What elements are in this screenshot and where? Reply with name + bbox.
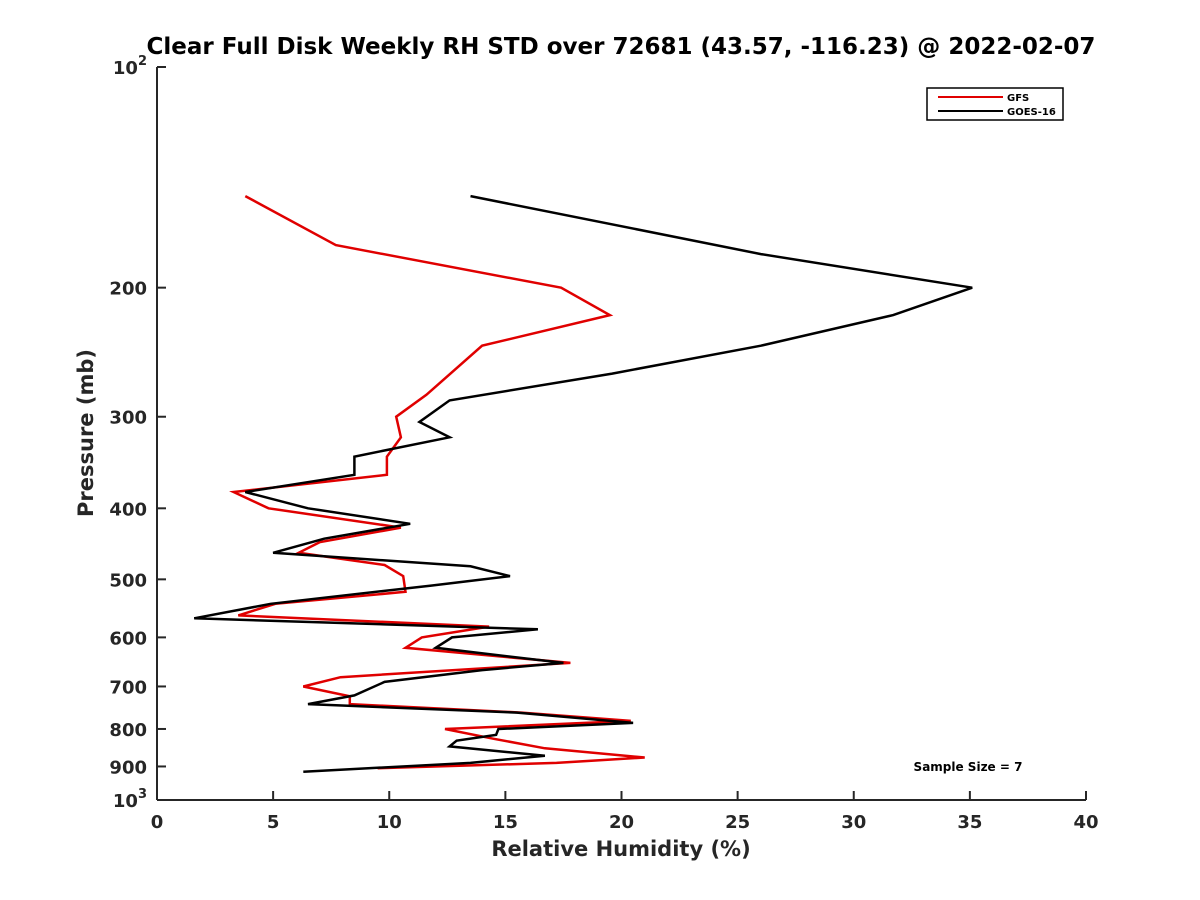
y-tick-label: 102 [113,54,147,79]
series-line-gfs [229,195,645,770]
legend-label-gfs: GFS [1007,93,1029,104]
y-ticks: 102 200 300 400 500 600 700 800 900 103 [109,54,166,812]
legend-label-goes-16: GOES-16 [1007,107,1056,118]
series-line-goes-16 [193,194,973,773]
x-tick-label: 35 [957,812,982,833]
y-tick-label: 300 [109,408,147,429]
y-tick-label: 600 [109,628,147,649]
x-tick-label: 30 [841,812,866,833]
x-tick-label: 10 [377,812,402,833]
chart-title: Clear Full Disk Weekly RH STD over 72681… [147,34,1096,60]
x-axis-label: Relative Humidity (%) [491,837,750,861]
y-tick-label: 800 [109,720,147,741]
x-tick-label: 20 [609,812,634,833]
axes [156,67,1086,801]
plot-area [193,194,973,773]
y-tick-label: 700 [109,677,147,698]
y-tick-label: 200 [109,279,147,300]
x-tick-label: 0 [151,812,164,833]
y-tick-label: 900 [109,757,147,778]
y-tick-label: 500 [109,570,147,591]
sample-size-annotation: Sample Size = 7 [914,760,1023,774]
x-tick-label: 5 [267,812,280,833]
x-tick-label: 15 [493,812,518,833]
legend: GFS GOES-16 [926,87,1064,121]
y-axis-label: Pressure (mb) [74,349,98,517]
x-ticks: 0 5 10 15 20 25 30 35 40 [151,791,1099,833]
y-tick-label: 103 [113,787,147,812]
y-tick-label: 400 [109,499,147,520]
x-tick-label: 25 [725,812,750,833]
legend-box [926,87,1064,121]
x-tick-label: 40 [1073,812,1098,833]
